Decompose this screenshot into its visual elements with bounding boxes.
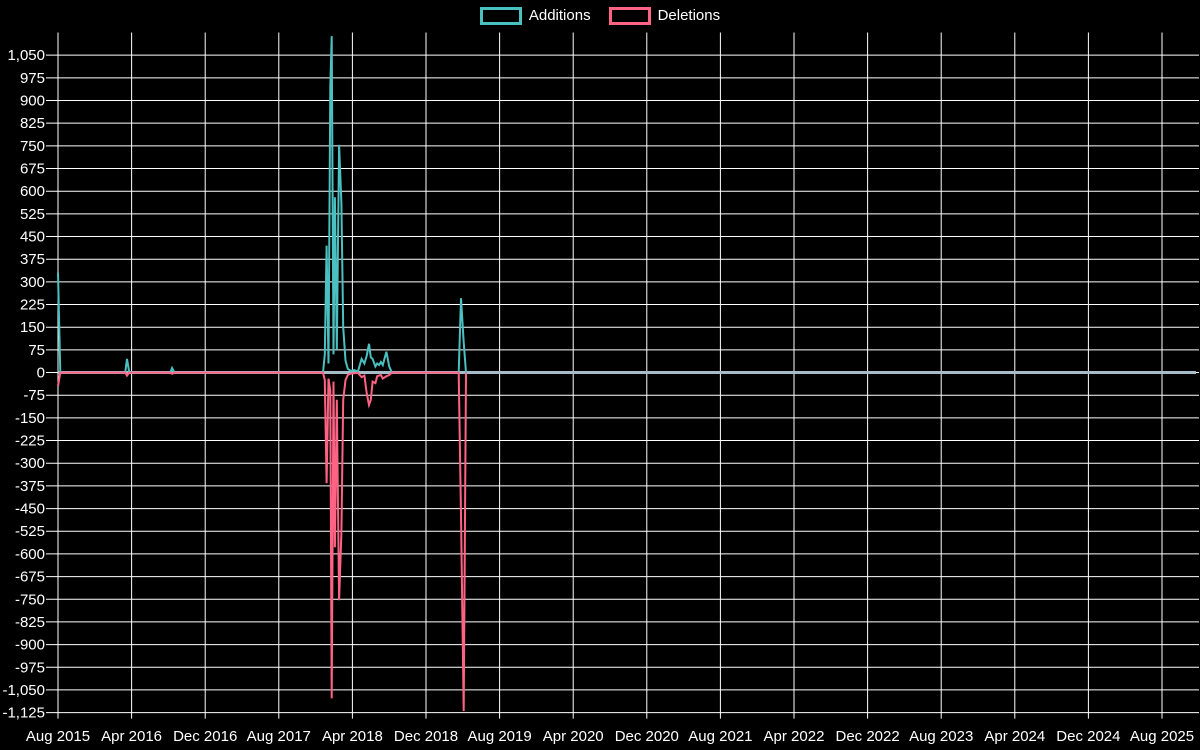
- x-axis-tick-label: Apr 2024: [984, 728, 1045, 745]
- y-axis-tick-label: -600: [15, 546, 45, 563]
- y-axis-tick-label: -975: [15, 659, 45, 676]
- y-axis-tick-label: 825: [20, 115, 45, 132]
- deletions-line: [57, 371, 467, 712]
- x-axis-tick-label: Dec 2020: [615, 728, 679, 745]
- y-axis-tick-label: 375: [20, 251, 45, 268]
- y-axis-tick-label: 975: [20, 70, 45, 87]
- additions-color-swatch: [479, 7, 522, 25]
- y-axis-tick-label: 600: [20, 183, 45, 200]
- y-axis-tick-label: 1,050: [7, 47, 45, 64]
- y-axis-tick-label: -825: [15, 614, 45, 631]
- y-axis-tick-labels: 1,05097590082575067560052545037530022515…: [2, 47, 45, 721]
- y-axis-tick-label: -900: [15, 637, 45, 654]
- y-axis-tick-label: 675: [20, 161, 45, 178]
- chart-legend: Additions Deletions: [0, 7, 1200, 25]
- y-axis-tick-label: 75: [28, 342, 45, 359]
- y-axis-tick-label: -525: [15, 523, 45, 540]
- x-axis-tick-label: Dec 2024: [1056, 728, 1120, 745]
- y-axis-tick-label: 525: [20, 206, 45, 223]
- deletions-color-swatch: [608, 7, 651, 25]
- y-axis-tick-label: -225: [15, 433, 45, 450]
- y-axis-tick-label: -750: [15, 591, 45, 608]
- legend-item-additions[interactable]: Additions: [479, 7, 591, 25]
- y-axis-tick-label: 450: [20, 229, 45, 246]
- x-axis-tick-label: Apr 2022: [764, 728, 825, 745]
- y-axis-tick-label: 225: [20, 297, 45, 314]
- x-axis-tick-label: Dec 2022: [835, 728, 899, 745]
- legend-label-additions: Additions: [528, 7, 591, 24]
- x-axis-tick-label: Dec 2018: [394, 728, 458, 745]
- legend-label-deletions: Deletions: [657, 7, 721, 24]
- x-axis-tick-labels: Aug 2015 Apr 2016 Dec 2016 Aug 2017 Apr 2018…: [26, 728, 1194, 745]
- y-axis-tick-label: -1,050: [2, 682, 45, 699]
- y-axis-tick-label: -375: [15, 478, 45, 495]
- x-axis-tick-label: Aug 2021: [688, 728, 752, 745]
- x-axis-tick-label: Aug 2017: [247, 728, 311, 745]
- y-axis-tick-label: 750: [20, 138, 45, 155]
- y-axis-tick-label: -450: [15, 501, 45, 518]
- y-axis-tick-label: -150: [15, 410, 45, 427]
- additions-line: [57, 36, 467, 374]
- y-axis-tick-label: -75: [23, 387, 45, 404]
- y-axis-tick-label: -1,125: [2, 705, 45, 722]
- x-axis-tick-label: Aug 2023: [909, 728, 973, 745]
- x-axis-tick-label: Dec 2016: [173, 728, 237, 745]
- x-axis-tick-label: Apr 2018: [322, 728, 383, 745]
- x-axis-tick-label: Aug 2015: [26, 728, 90, 745]
- y-axis-tick-label: -300: [15, 455, 45, 472]
- y-axis-tick-label: -675: [15, 569, 45, 586]
- x-axis-tick-label: Apr 2016: [101, 728, 162, 745]
- y-axis-tick-label: 150: [20, 319, 45, 336]
- y-axis-tick-label: 300: [20, 274, 45, 291]
- y-axis-tick-label: 0: [37, 365, 45, 382]
- gridlines: [46, 32, 1199, 719]
- x-axis-tick-label: Aug 2025: [1130, 728, 1194, 745]
- y-axis-tick-label: 900: [20, 93, 45, 110]
- x-axis-tick-label: Aug 2019: [467, 728, 531, 745]
- x-axis-tick-label: Apr 2020: [543, 728, 604, 745]
- legend-item-deletions[interactable]: Deletions: [608, 7, 721, 25]
